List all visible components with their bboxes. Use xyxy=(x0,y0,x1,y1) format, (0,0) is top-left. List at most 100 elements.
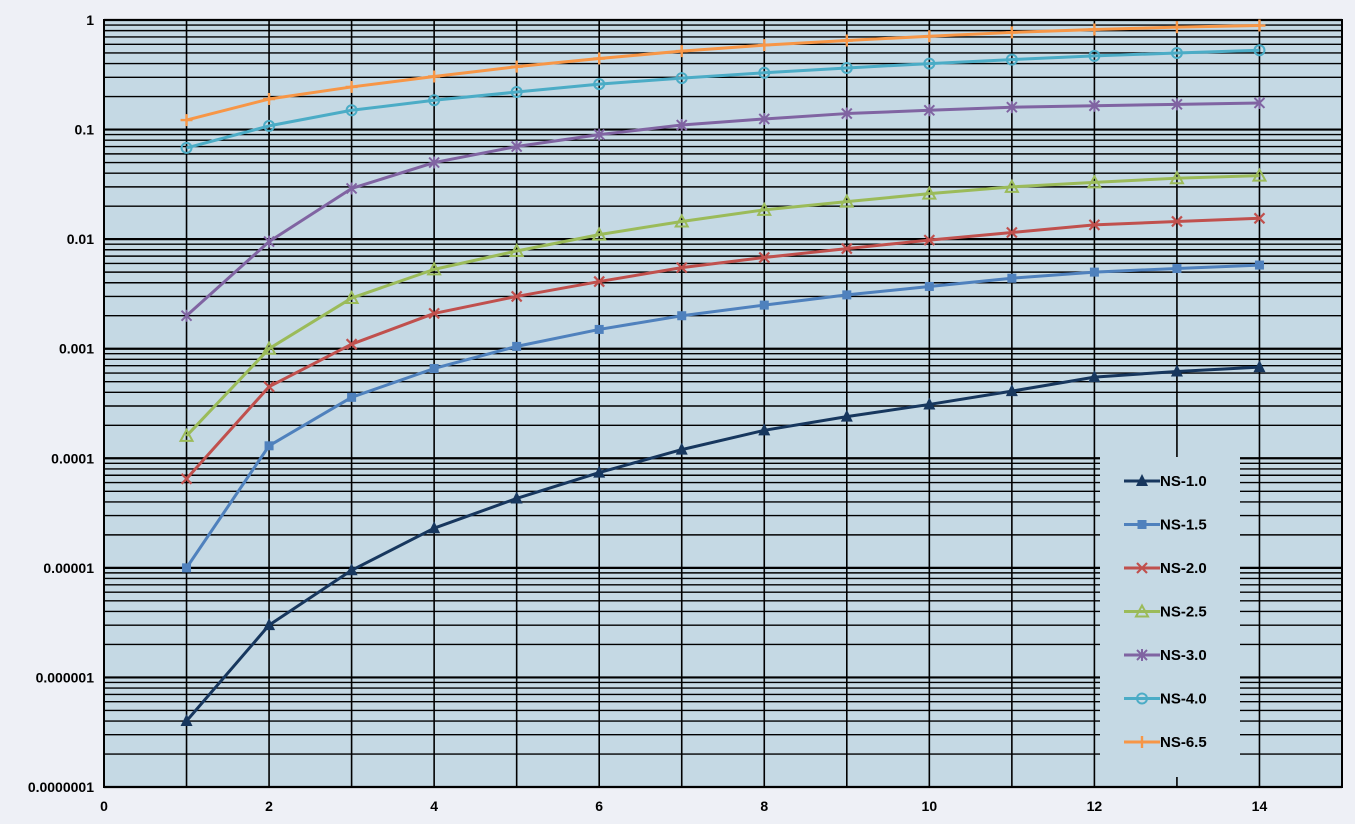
data-point xyxy=(263,119,276,132)
data-point xyxy=(923,234,936,246)
y-tick-label: 1 xyxy=(86,12,94,28)
data-point xyxy=(1006,226,1018,239)
x-tick-label: 8 xyxy=(760,798,768,814)
data-point xyxy=(1088,49,1101,62)
series-ns-6-5 xyxy=(180,19,1266,127)
data-point xyxy=(1137,520,1147,529)
x-tick-label: 2 xyxy=(265,798,273,814)
y-tick-label: 0.000001 xyxy=(36,669,95,685)
data-point xyxy=(345,338,358,350)
data-point xyxy=(1172,263,1182,273)
data-point xyxy=(1005,384,1018,397)
legend-item: NS-1.5 xyxy=(1124,517,1207,534)
data-point xyxy=(347,392,357,402)
data-point xyxy=(842,290,852,300)
data-point xyxy=(756,201,772,216)
data-point xyxy=(1136,692,1148,705)
data-point xyxy=(1171,98,1183,111)
data-point xyxy=(674,213,690,228)
data-point xyxy=(841,107,853,120)
y-tick-label: 0.001 xyxy=(59,341,94,357)
data-point xyxy=(1170,364,1183,377)
data-point xyxy=(923,57,936,70)
data-point xyxy=(759,300,769,310)
x-axis-labels: 0 2 4 6 8 10 12 14 xyxy=(100,798,1267,814)
data-point xyxy=(593,52,606,65)
data-point xyxy=(840,34,853,47)
data-point xyxy=(593,275,605,288)
data-point xyxy=(345,182,358,195)
data-point xyxy=(180,473,193,485)
data-point xyxy=(263,235,275,248)
data-point xyxy=(1088,370,1101,383)
data-point xyxy=(429,363,439,373)
legend-label: NS-4.0 xyxy=(1160,691,1207,708)
data-point xyxy=(264,441,274,451)
data-point xyxy=(1253,96,1266,109)
legend-item: NS-4.0 xyxy=(1124,691,1207,708)
x-tick-label: 10 xyxy=(922,798,938,814)
data-point xyxy=(1088,99,1101,112)
data-point xyxy=(428,94,441,107)
data-point xyxy=(510,140,523,153)
data-point xyxy=(591,226,607,241)
data-point xyxy=(1251,167,1268,182)
data-point xyxy=(1088,219,1101,231)
data-point xyxy=(758,112,770,125)
series-ns-2-5 xyxy=(178,167,1268,442)
y-tick-label: 0.1 xyxy=(75,122,95,138)
data-point xyxy=(512,341,522,351)
data-point xyxy=(921,185,938,200)
data-point xyxy=(923,30,936,43)
data-point xyxy=(1006,101,1018,114)
data-point xyxy=(924,281,934,291)
series-line xyxy=(186,48,1260,150)
data-point xyxy=(180,141,193,154)
data-point xyxy=(1136,474,1148,486)
legend-item: NS-2.0 xyxy=(1124,560,1207,577)
x-tick-label: 14 xyxy=(1252,798,1268,814)
data-point xyxy=(675,442,688,455)
legend-label: NS-2.5 xyxy=(1160,604,1207,621)
data-point xyxy=(1005,53,1018,66)
data-point xyxy=(1170,46,1183,59)
series-line xyxy=(185,365,1260,723)
data-point xyxy=(1007,273,1017,283)
legend-label: NS-2.0 xyxy=(1160,560,1207,577)
data-point xyxy=(593,78,606,91)
data-point xyxy=(510,290,523,303)
data-point xyxy=(345,104,358,117)
series-ns-4-0 xyxy=(180,44,1266,154)
x-tick-label: 6 xyxy=(595,798,603,814)
legend-box xyxy=(1100,457,1240,777)
data-point xyxy=(1136,736,1148,748)
data-point xyxy=(675,72,688,85)
data-point xyxy=(1089,267,1099,277)
series-ns-1-5 xyxy=(182,260,1264,573)
legend-label: NS-6.5 xyxy=(1160,734,1207,751)
x-tick-label: 12 xyxy=(1087,798,1103,814)
data-point xyxy=(510,491,523,504)
data-point xyxy=(1253,44,1266,57)
data-point xyxy=(840,61,853,74)
series-line xyxy=(185,174,1260,437)
data-point xyxy=(345,80,358,93)
series-line xyxy=(186,24,1260,122)
y-tick-label: 0.0000001 xyxy=(28,779,94,795)
data-point xyxy=(593,465,606,478)
legend-label: NS-1.0 xyxy=(1160,473,1207,490)
x-tick-label: 4 xyxy=(430,798,438,814)
data-point xyxy=(1254,260,1264,270)
legend-label: NS-1.5 xyxy=(1160,517,1207,534)
legend-label: NS-3.0 xyxy=(1160,647,1207,664)
data-point xyxy=(261,340,277,355)
series-ns-3-0 xyxy=(180,96,1266,322)
data-point xyxy=(428,70,441,83)
data-point xyxy=(594,324,604,334)
data-point xyxy=(426,261,442,276)
data-point xyxy=(758,66,771,79)
data-point xyxy=(178,427,195,442)
data-point xyxy=(180,714,193,727)
data-point xyxy=(508,242,525,257)
